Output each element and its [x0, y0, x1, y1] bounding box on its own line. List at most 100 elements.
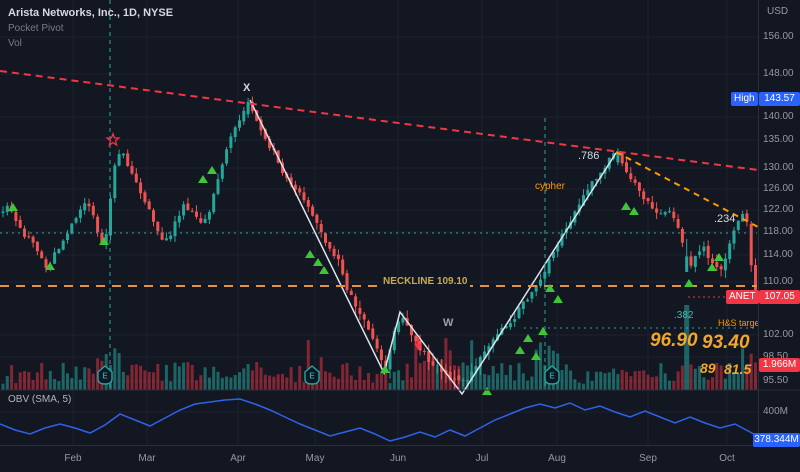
candle-body: [40, 251, 44, 259]
volume-bar: [302, 382, 306, 390]
volume-bar: [203, 367, 207, 390]
candle-body: [530, 292, 534, 299]
volume-bar: [642, 370, 646, 390]
obv-panel: [0, 398, 758, 442]
volume-bar: [1, 383, 5, 390]
volume-bar: [242, 368, 246, 390]
volume-bar: [736, 373, 740, 390]
downtrend-line-red[interactable]: [0, 70, 759, 171]
volume-bar: [676, 371, 680, 390]
candle-body: [414, 335, 418, 341]
volume-bar: [435, 367, 439, 390]
volume-bar: [732, 372, 736, 390]
candle-body: [375, 338, 379, 349]
volume-bar: [461, 362, 465, 390]
volume-bar: [573, 379, 577, 390]
candle-body: [723, 258, 727, 271]
volume-value-badge: 1.966M: [759, 358, 800, 372]
xabcd-pattern-line[interactable]: [249, 99, 617, 396]
volume-bar: [702, 377, 706, 390]
pocket-pivot-triangle-marker: [319, 266, 329, 274]
volume-bar: [629, 376, 633, 390]
indicator-vol[interactable]: Vol: [8, 38, 22, 49]
symbol-tag-pill: ANET: [726, 290, 759, 304]
candle-body: [388, 349, 392, 370]
drawing-label[interactable]: 89: [700, 360, 716, 376]
symbol-title[interactable]: Arista Networks, Inc., 1D, NYSE: [8, 7, 174, 19]
volume-bar: [40, 363, 44, 390]
candle-body: [302, 192, 306, 201]
candle-body: [551, 251, 555, 258]
volume-bar: [147, 372, 151, 390]
drawing-label[interactable]: 96.90: [650, 330, 698, 351]
indicator-pocket-pivot[interactable]: Pocket Pivot: [8, 23, 64, 34]
candle-body: [745, 213, 749, 222]
price-axis[interactable]: USD 143.57 107.05 1.966M 400M 156.00 148.…: [758, 0, 800, 445]
price-tick: 95.50: [763, 375, 789, 386]
volume-bar: [182, 362, 186, 390]
candle-body: [487, 346, 491, 352]
volume-bar: [332, 376, 336, 390]
drawing-label[interactable]: 93.40: [702, 332, 750, 353]
volume-bar: [70, 378, 74, 390]
candle-body: [332, 248, 336, 257]
drawing-label[interactable]: H&S target: [718, 318, 758, 328]
candle-body: [31, 236, 35, 243]
drawing-label[interactable]: cypher: [535, 181, 566, 192]
candle-body: [207, 212, 211, 220]
drawing-label[interactable]: .234: [714, 213, 736, 225]
candle-body: [465, 380, 469, 382]
volume-bar: [169, 381, 173, 390]
volume-bar: [384, 368, 388, 390]
candle-body: [676, 219, 680, 228]
downtrend-line-orange[interactable]: [615, 151, 761, 229]
candle-body: [659, 213, 663, 215]
earnings-icon-letter: E: [102, 372, 108, 381]
volume-bar: [306, 340, 310, 390]
indicator-obv[interactable]: OBV (SMA, 5): [8, 394, 72, 405]
drawing-label[interactable]: X: [243, 82, 251, 94]
month-label: Aug: [548, 453, 566, 464]
pocket-pivot-triangle-marker: [621, 202, 631, 210]
volume-bars: [1, 305, 757, 390]
pocket-pivot-triangle-marker: [198, 175, 208, 183]
drawing-label[interactable]: NECKLINE 109.10: [380, 276, 471, 287]
earnings-icon[interactable]: [304, 365, 320, 385]
drawing-label[interactable]: .786: [578, 150, 600, 162]
volume-bar: [723, 378, 727, 390]
volume-bar: [586, 371, 590, 390]
candle-body: [203, 218, 207, 223]
volume-bar: [220, 377, 224, 390]
candle-body: [104, 234, 108, 243]
drawing-label[interactable]: .382: [674, 310, 694, 321]
earnings-icon[interactable]: [97, 365, 113, 385]
volume-bar: [659, 363, 663, 390]
candle-body: [508, 323, 512, 328]
candle-body: [719, 266, 723, 270]
price-tick: 122.00: [763, 204, 794, 215]
volume-bar: [345, 362, 349, 390]
pocket-pivot-triangle-marker: [684, 279, 694, 287]
candle-body: [336, 254, 340, 260]
time-axis[interactable]: Feb Mar Apr May Jun Jul Aug Sep Oct: [0, 445, 800, 472]
pocket-pivot-triangle-marker: [714, 253, 724, 261]
pocket-pivot-triangle-marker: [305, 250, 315, 258]
candle-body: [14, 211, 18, 221]
volume-bar: [689, 364, 693, 390]
candle-body: [672, 211, 676, 219]
volume-bar: [633, 371, 637, 390]
earnings-icon[interactable]: [544, 365, 560, 385]
volume-bar: [483, 374, 487, 390]
candle-body: [706, 245, 710, 258]
volume-bar: [130, 364, 134, 390]
drawing-label[interactable]: 81.5: [724, 361, 752, 377]
drawing-label[interactable]: W: [443, 317, 454, 329]
candle-body: [259, 119, 263, 131]
candle-body: [594, 179, 598, 181]
candle-body: [57, 249, 61, 254]
volume-bar: [397, 370, 401, 390]
candle-body: [483, 351, 487, 359]
candle-body: [693, 256, 697, 267]
